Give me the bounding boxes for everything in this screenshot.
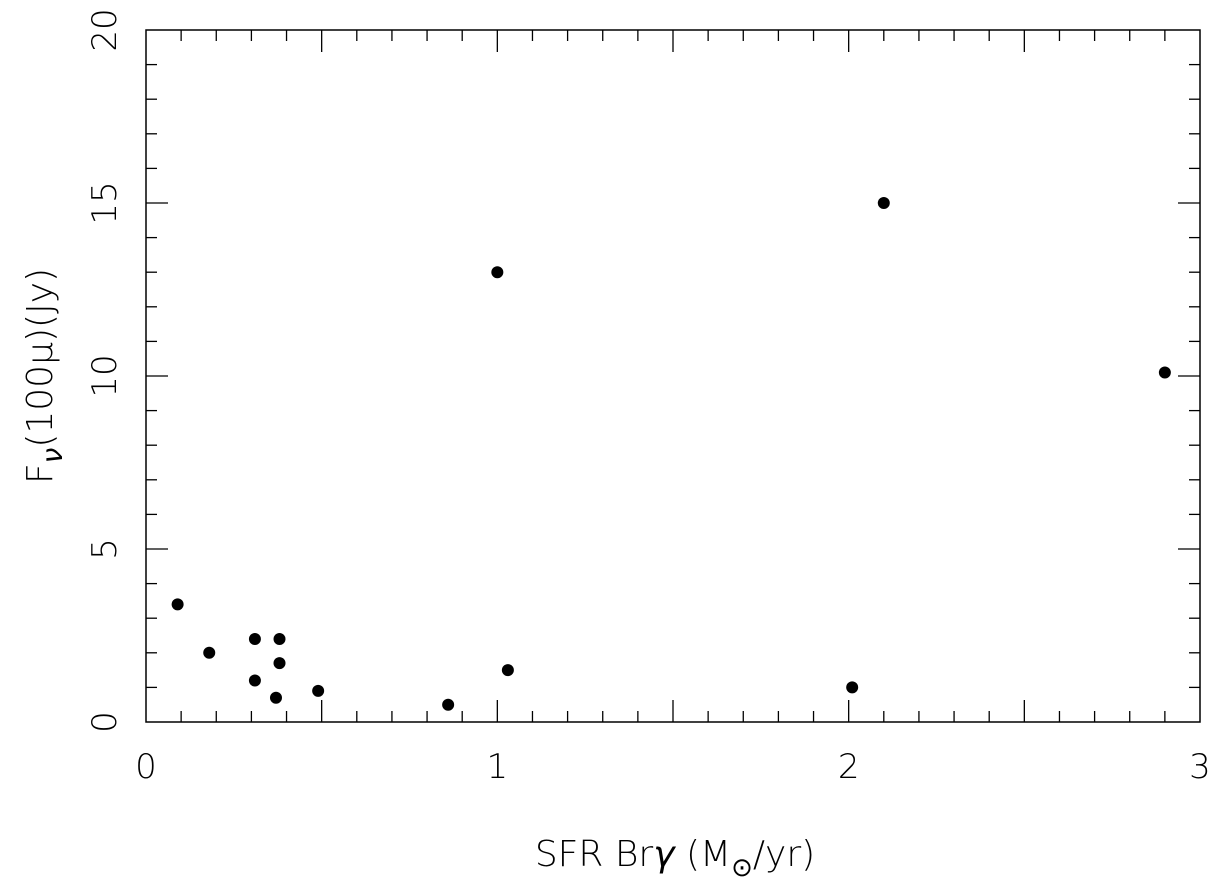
data-point [269,691,282,704]
y-tick-label: 15 [85,181,125,224]
data-point [877,197,890,209]
x-tick-label: 1 [487,747,509,787]
plot-frame [145,29,1201,723]
data-point [203,646,216,659]
y-axis-title: Fν(100μ)(Jy) [20,268,69,484]
data-points [171,197,1171,711]
x-tick-label: 0 [135,747,157,787]
y-tick-label: 20 [85,8,125,51]
data-point [273,657,286,670]
data-point [312,684,325,697]
data-point [171,598,184,611]
data-point [248,674,261,687]
data-point [273,632,286,645]
y-tick-label: 5 [85,538,125,560]
x-tick-label: 3 [1189,747,1211,787]
tick-labels: 0 1 2 3 0 5 10 15 20 [85,8,1211,787]
data-point [501,664,514,677]
x-axis-title: SFR Brγ (M⊙/yr) [535,834,815,883]
data-point [248,632,261,645]
x-tick-label: 2 [838,747,860,787]
data-point [491,266,504,279]
data-point [846,681,859,694]
y-tick-label: 0 [85,711,125,733]
data-point [1158,366,1171,379]
axis-ticks [146,30,1200,722]
y-tick-label: 10 [85,354,125,397]
data-point [442,698,455,711]
